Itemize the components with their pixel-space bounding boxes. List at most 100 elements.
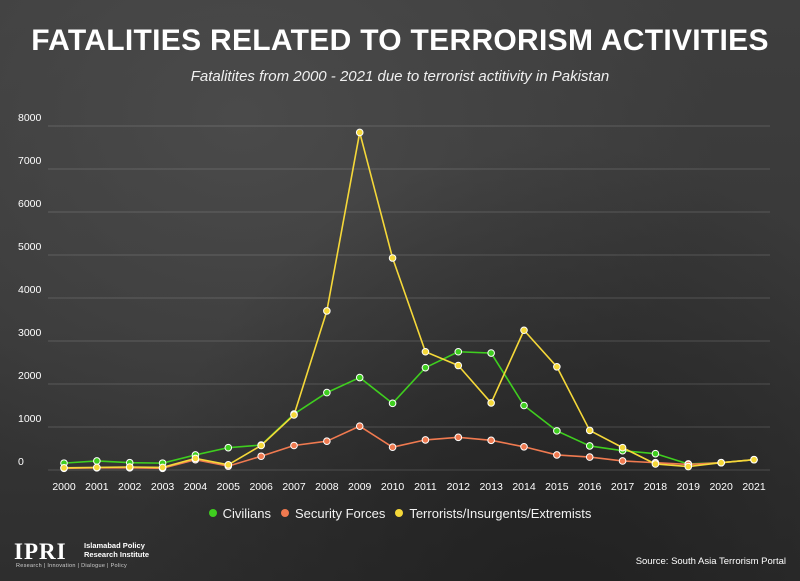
x-tick-label: 2006 — [249, 481, 273, 493]
data-point-terrorists-insurgents-extremists — [224, 461, 233, 469]
x-tick-label: 2000 — [52, 481, 76, 493]
x-tick-label: 2020 — [709, 481, 733, 493]
data-point-terrorists-insurgents-extremists — [520, 326, 528, 335]
data-point-security-forces — [454, 433, 463, 442]
x-tick-label: 2003 — [151, 481, 175, 493]
legend-label: Security Forces — [295, 506, 386, 521]
data-point-terrorists-insurgents-extremists — [60, 464, 68, 472]
y-tick-label: 6000 — [18, 198, 42, 210]
y-tick-label: 5000 — [18, 241, 42, 253]
series-line-security-forces — [63, 425, 755, 470]
data-point-civilians — [224, 443, 233, 452]
y-tick-label: 3000 — [18, 327, 42, 339]
legend-label: Terrorists/Insurgents/Extremists — [409, 506, 592, 521]
chart-subtitle: Fatalitites from 2000 - 2021 due to terr… — [190, 68, 610, 85]
chart-legend: Civilians Security Forces Terrorists/Insur… — [0, 506, 800, 521]
data-point-terrorists-insurgents-extremists — [191, 454, 200, 463]
data-point-terrorists-insurgents-extremists — [125, 463, 134, 471]
data-point-security-forces — [355, 422, 364, 430]
x-tick-label: 2019 — [677, 481, 701, 493]
y-tick-label: 1000 — [18, 413, 42, 425]
logo-mark: IPRI — [14, 539, 67, 564]
data-point-terrorists-insurgents-extremists — [651, 460, 660, 468]
legend-swatch — [395, 509, 404, 517]
x-tick-label: 2005 — [217, 481, 241, 493]
data-point-civilians — [651, 449, 660, 458]
data-point-security-forces — [257, 452, 265, 461]
x-tick-label: 2015 — [545, 481, 569, 493]
data-point-civilians — [585, 442, 594, 450]
data-point-terrorists-insurgents-extremists — [618, 443, 627, 452]
y-tick-label: 4000 — [18, 284, 42, 296]
data-point-terrorists-insurgents-extremists — [717, 458, 725, 467]
legend-label: Civilians — [222, 506, 272, 521]
data-point-security-forces — [553, 451, 561, 459]
data-point-terrorists-insurgents-extremists — [421, 347, 430, 356]
x-tick-label: 2009 — [348, 481, 372, 493]
legend-swatch — [281, 509, 290, 517]
y-tick-label: 7000 — [18, 155, 42, 167]
chart-title: FATALITIES RELATED TO TERRORISM ACTIVITI… — [31, 24, 769, 57]
x-tick-label: 2016 — [578, 481, 602, 493]
legend-item-terrorists-insurgents-extremists: Terrorists/Insurgents/Extremists — [395, 506, 591, 521]
series-line-terrorists-insurgents-extremists — [63, 131, 755, 469]
logo-name-line2: Research Institute — [84, 550, 150, 559]
data-point-terrorists-insurgents-extremists — [684, 462, 693, 471]
data-point-terrorists-insurgents-extremists — [323, 307, 331, 315]
y-tick-label: 2000 — [18, 370, 42, 382]
logo-name: Islamabad Policy Research Institute — [84, 541, 174, 559]
x-tick-label: 2017 — [611, 481, 635, 493]
data-point-terrorists-insurgents-extremists — [388, 254, 397, 262]
data-point-security-forces — [520, 442, 528, 451]
data-point-security-forces — [388, 443, 397, 452]
data-point-security-forces — [487, 436, 495, 445]
data-point-terrorists-insurgents-extremists — [454, 361, 463, 370]
data-point-civilians — [355, 373, 364, 382]
x-tick-label: 2012 — [447, 481, 471, 493]
data-point-terrorists-insurgents-extremists — [355, 128, 364, 137]
y-tick-label: 8000 — [18, 112, 42, 124]
x-tick-label: 2011 — [414, 481, 437, 493]
data-point-security-forces — [421, 436, 430, 444]
x-tick-label: 2014 — [512, 481, 536, 493]
x-tick-label: 2001 — [85, 481, 109, 493]
data-point-civilians — [93, 457, 101, 465]
series-line-civilians — [63, 350, 755, 465]
x-tick-label: 2004 — [184, 481, 208, 493]
data-point-terrorists-insurgents-extremists — [290, 411, 298, 419]
data-point-civilians — [454, 347, 463, 356]
data-point-terrorists-insurgents-extremists — [553, 363, 561, 371]
data-point-terrorists-insurgents-extremists — [585, 426, 594, 435]
legend-swatch — [208, 509, 217, 517]
data-point-civilians — [520, 401, 528, 410]
data-point-terrorists-insurgents-extremists — [158, 463, 167, 472]
data-point-security-forces — [323, 437, 331, 445]
y-tick-label: 0 — [18, 456, 24, 468]
logo-name-line1: Islamabad Policy — [84, 541, 145, 550]
data-point-terrorists-insurgents-extremists — [750, 455, 758, 464]
data-point-civilians — [553, 427, 561, 435]
data-point-civilians — [323, 388, 331, 397]
x-tick-label: 2021 — [742, 481, 766, 493]
x-tick-label: 2007 — [282, 481, 306, 493]
x-tick-label: 2013 — [479, 481, 503, 493]
legend-item-security-forces: Security Forces — [281, 506, 385, 521]
data-point-civilians — [487, 349, 495, 357]
data-point-terrorists-insurgents-extremists — [93, 463, 101, 472]
x-tick-label: 2008 — [315, 481, 339, 493]
x-tick-label: 2010 — [381, 481, 405, 493]
legend-item-civilians: Civilians — [208, 506, 272, 521]
data-point-terrorists-insurgents-extremists — [487, 399, 495, 407]
data-point-civilians — [421, 363, 430, 372]
data-point-terrorists-insurgents-extremists — [257, 441, 265, 450]
data-point-security-forces — [618, 457, 627, 465]
data-point-civilians — [388, 399, 397, 408]
logo-tagline: Research | Innovation | Dialogue | Polic… — [16, 563, 128, 569]
data-point-security-forces — [585, 453, 594, 461]
x-tick-label: 2018 — [644, 481, 668, 493]
line-chart: 0 1000 2000 3000 4000 5000 6000 7000 8000 2000 200… — [18, 112, 770, 493]
data-point-security-forces — [290, 441, 298, 450]
x-tick-label: 2002 — [118, 481, 142, 493]
source-note: Source: South Asia Terrorism Portal — [635, 556, 786, 567]
